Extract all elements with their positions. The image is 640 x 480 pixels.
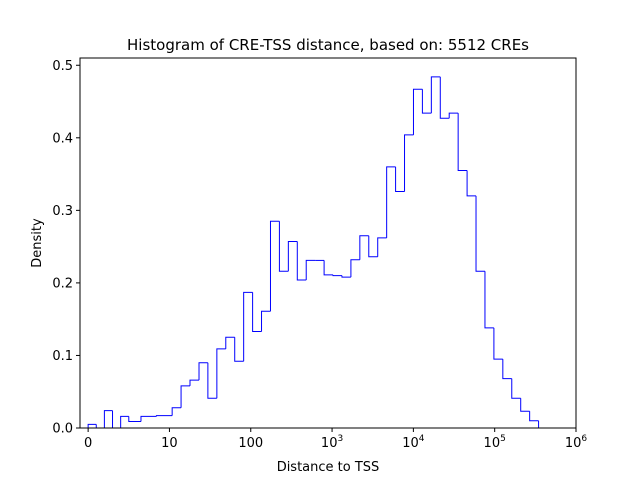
- histogram-bar: [225, 336, 235, 349]
- histogram-bar: [475, 195, 485, 272]
- histogram-bar: [87, 423, 97, 428]
- histogram-bar: [234, 337, 244, 362]
- chart-title: Histogram of CRE-TSS distance, based on:…: [127, 36, 529, 54]
- histogram-bar: [439, 76, 450, 119]
- histogram-bar: [502, 359, 512, 380]
- x-axis-label: Distance to TSS: [277, 460, 380, 475]
- histogram-bar: [341, 275, 351, 278]
- y-tick-label: 0.3: [52, 204, 73, 219]
- histogram-bar: [377, 237, 387, 257]
- histogram-bar: [430, 76, 441, 114]
- histogram-bar: [180, 385, 190, 408]
- histogram-bar: [261, 310, 271, 332]
- histogram-bar: [198, 362, 208, 381]
- histogram-bar: [128, 416, 141, 422]
- y-tick-label: 0.5: [52, 59, 73, 74]
- histogram-bar: [140, 415, 157, 422]
- histogram-bar: [278, 221, 289, 272]
- histogram-bar: [269, 220, 280, 312]
- histogram-bar: [103, 410, 113, 428]
- histogram-bar: [296, 241, 307, 281]
- histogram-bar: [252, 292, 262, 333]
- histogram-bar: [287, 241, 298, 272]
- histogram-bar: [305, 259, 316, 280]
- x-tick-label: 100: [238, 436, 263, 451]
- histogram-bar: [171, 407, 182, 416]
- histogram-bar: [466, 170, 477, 197]
- histogram-bar: [404, 134, 414, 192]
- axes-frame: [79, 57, 577, 429]
- histogram-bar: [243, 291, 253, 362]
- histogram-bar: [457, 113, 468, 171]
- x-tick-label: 106: [565, 434, 588, 451]
- histogram-bar: [332, 274, 342, 277]
- histogram-bar: [493, 327, 503, 360]
- histogram-bar: [529, 411, 539, 422]
- histogram-bar: [323, 260, 334, 276]
- y-tick-label: 0.4: [52, 131, 73, 146]
- plot-area: [87, 76, 548, 429]
- x-tick-label: 105: [484, 434, 506, 451]
- y-tick-label: 0.2: [52, 276, 73, 291]
- histogram-bar: [386, 166, 396, 238]
- histogram-bar: [359, 235, 369, 260]
- histogram-bar: [520, 398, 530, 412]
- y-tick-label: 0.1: [52, 349, 73, 364]
- y-tick-label: 0.0: [52, 422, 73, 437]
- histogram-bar: [511, 378, 521, 399]
- x-tick-label: 104: [402, 434, 425, 451]
- x-axis: 0 10 100 103 104 105 106: [84, 428, 587, 451]
- histogram-bar: [350, 259, 360, 278]
- x-tick-label: 103: [321, 434, 343, 451]
- y-axis: 0.0 0.1 0.2 0.3 0.4 0.5: [52, 59, 80, 437]
- histogram-bar: [421, 89, 432, 114]
- histogram-bar: [395, 166, 405, 192]
- histogram-bar: [216, 348, 226, 399]
- histogram-bar: [448, 112, 459, 119]
- histogram-bar: [155, 415, 173, 417]
- histogram-bar: [368, 235, 378, 258]
- histogram-bar: [207, 362, 217, 399]
- y-axis-label: Density: [30, 218, 45, 268]
- histogram-bar: [412, 88, 423, 135]
- x-tick-label: 0: [84, 436, 92, 451]
- histogram-bar: [484, 271, 494, 329]
- histogram-bar: [120, 415, 129, 428]
- histogram-bar: [189, 379, 200, 386]
- x-tick-label: 10: [161, 436, 178, 451]
